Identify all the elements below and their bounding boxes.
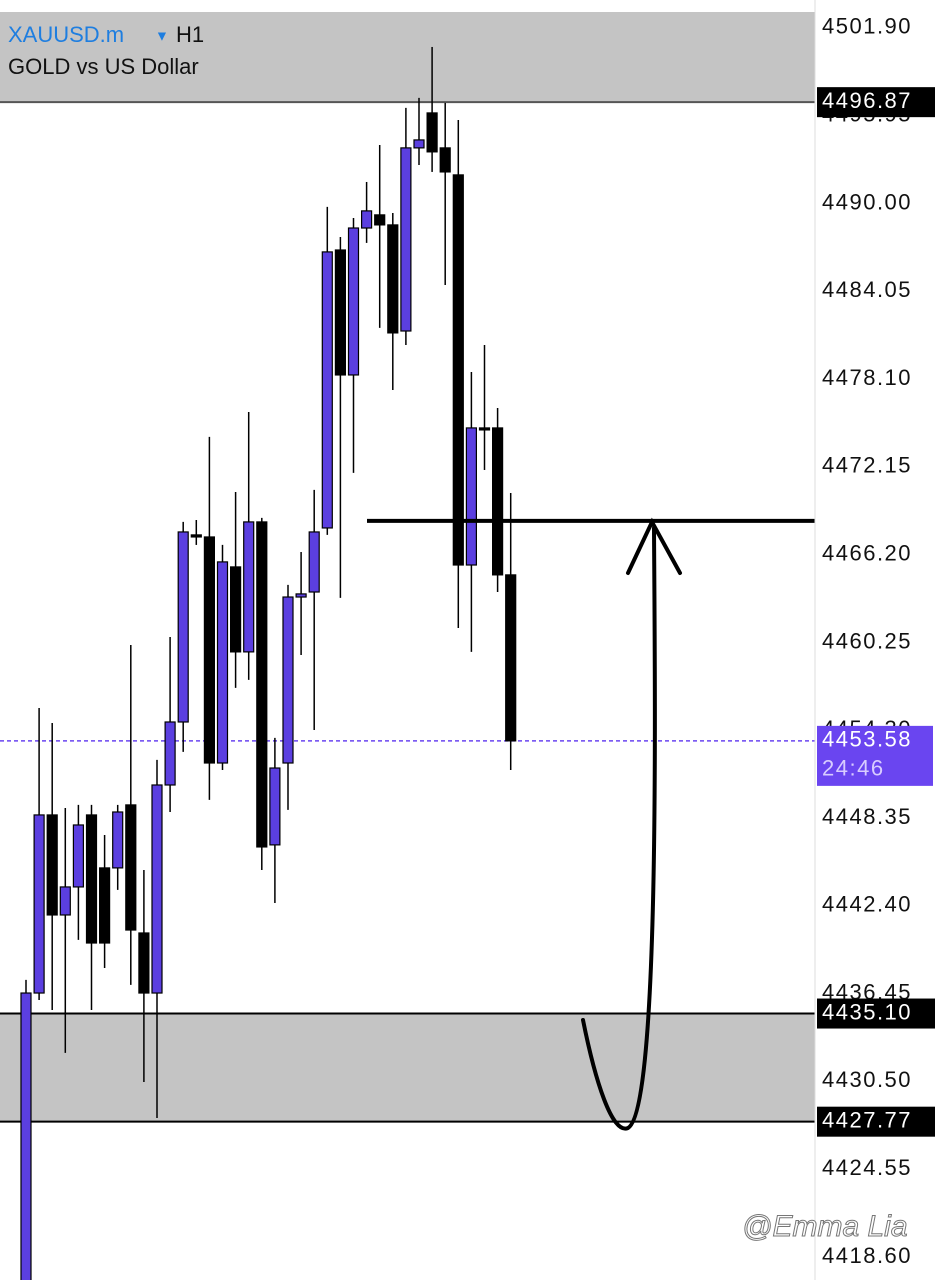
candle-body bbox=[216, 561, 229, 764]
candle-body bbox=[230, 566, 242, 653]
candle-body bbox=[112, 811, 124, 869]
candle-body bbox=[478, 427, 491, 431]
candle-body bbox=[426, 112, 438, 153]
candle-body bbox=[85, 814, 98, 944]
timeframe: H1 bbox=[176, 22, 204, 47]
level-label: 4496.87 bbox=[822, 88, 912, 113]
arrow-annotation bbox=[581, 526, 657, 1131]
candle-body bbox=[387, 224, 399, 334]
candle-body bbox=[295, 593, 307, 598]
candle-body bbox=[321, 251, 333, 529]
y-tick-label: 4472.15 bbox=[822, 453, 912, 478]
y-tick-label: 4478.10 bbox=[822, 365, 912, 390]
candle-body bbox=[177, 531, 189, 723]
candle-body bbox=[125, 804, 137, 931]
candle-body bbox=[492, 427, 504, 576]
y-tick-label: 4424.55 bbox=[822, 1155, 912, 1180]
watermark-group: @Emma Lia bbox=[710, 1209, 908, 1243]
level-label-box bbox=[817, 87, 935, 118]
symbol: XAUUSD.m bbox=[8, 22, 124, 47]
candle-body bbox=[164, 721, 176, 786]
level-label-box bbox=[817, 998, 935, 1029]
price-axis bbox=[815, 0, 939, 1280]
candle-body bbox=[190, 534, 202, 538]
y-tick-label: 4460.25 bbox=[822, 628, 912, 653]
candle-body bbox=[33, 814, 45, 994]
candle-body bbox=[243, 521, 255, 653]
y-tick-label: 4418.60 bbox=[822, 1243, 912, 1268]
y-tick-label: 4484.05 bbox=[822, 277, 912, 302]
y-tick-label: 4448.35 bbox=[822, 804, 912, 829]
candle-body bbox=[465, 427, 477, 566]
arrow-head bbox=[626, 517, 682, 575]
candle-body bbox=[256, 521, 268, 848]
candle-body bbox=[72, 824, 85, 888]
description: GOLD vs US Dollar bbox=[8, 54, 199, 79]
level-label-box bbox=[817, 1106, 935, 1137]
candle-body bbox=[98, 867, 111, 944]
dropdown-icon: ▼ bbox=[155, 28, 169, 44]
y-tick-label: 4490.00 bbox=[822, 189, 912, 214]
candle-body bbox=[20, 992, 32, 1285]
candle-body bbox=[361, 210, 373, 229]
y-tick-label: 4466.20 bbox=[822, 540, 912, 565]
candle-body bbox=[505, 574, 517, 742]
watermark-icon bbox=[710, 1215, 738, 1243]
candle-body bbox=[59, 886, 71, 916]
candle-body bbox=[46, 814, 58, 916]
level-label: 4435.10 bbox=[822, 999, 912, 1024]
current-price-label: 4453.58 bbox=[822, 727, 912, 752]
candle-body bbox=[334, 249, 346, 376]
candle-body bbox=[400, 147, 412, 332]
candle-body bbox=[151, 784, 163, 994]
candle-body bbox=[413, 139, 425, 149]
candle-body bbox=[347, 227, 360, 376]
zone bbox=[0, 1013, 815, 1122]
candle-body bbox=[374, 214, 386, 226]
candle-body bbox=[203, 536, 215, 764]
candle-body bbox=[308, 531, 320, 593]
watermark: @Emma Lia bbox=[742, 1210, 908, 1243]
candle-body bbox=[452, 174, 464, 566]
candle-body bbox=[282, 596, 294, 764]
y-tick-label: 4442.40 bbox=[822, 892, 912, 917]
current-price-box bbox=[817, 725, 933, 786]
candle-body bbox=[138, 932, 150, 994]
candle-body bbox=[439, 147, 451, 173]
candle-body bbox=[269, 767, 281, 846]
y-tick-label: 4501.90 bbox=[822, 14, 912, 39]
level-label: 4427.77 bbox=[822, 1107, 912, 1132]
y-tick-label: 4430.50 bbox=[822, 1067, 912, 1092]
countdown: 24:46 bbox=[822, 756, 885, 781]
zone bbox=[0, 12, 815, 103]
